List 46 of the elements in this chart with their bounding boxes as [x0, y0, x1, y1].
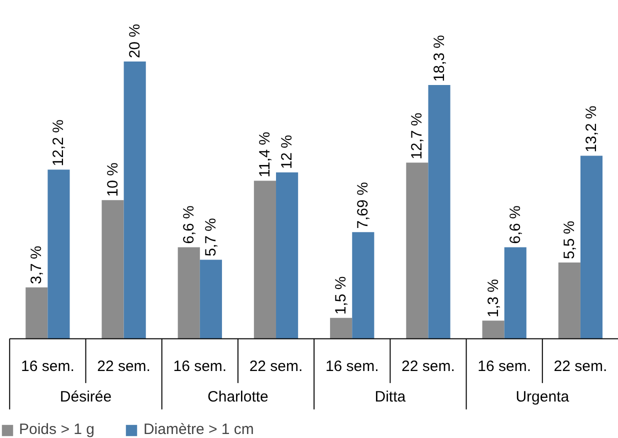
bar — [102, 200, 124, 339]
data-label: 11,4 % — [256, 132, 274, 178]
bar — [330, 318, 352, 339]
data-label: 5,5 % — [560, 220, 578, 260]
bar — [48, 170, 70, 339]
text: Désirée — [60, 388, 112, 406]
data-label: 3,7 % — [28, 246, 46, 284]
legend-label: Diamètre > 1 cm — [143, 421, 254, 438]
x-tick-label: 16 sem. — [173, 358, 227, 375]
x-tick-label: 22 sem. — [97, 358, 150, 375]
bar — [406, 162, 428, 339]
text: Urgenta — [516, 388, 570, 406]
x-tick-label: 16 sem. — [478, 358, 532, 375]
bar — [428, 85, 450, 339]
bar — [580, 156, 603, 339]
data-label: 10 % — [104, 162, 122, 197]
data-label: 1,3 % — [484, 279, 502, 318]
bar — [482, 320, 504, 339]
data-label: 12 % — [278, 134, 296, 170]
bar — [352, 232, 374, 339]
data-label: 20 % — [126, 24, 144, 58]
bar — [504, 247, 526, 339]
bar — [124, 61, 146, 339]
x-tick-label: 16 sem. — [21, 358, 74, 375]
data-label: 13,2 % — [582, 106, 600, 152]
data-label: 18,3 % — [430, 35, 448, 82]
data-label: 7,69 % — [354, 182, 372, 229]
x-tick-label: 22 sem. — [554, 358, 608, 375]
data-label: 12,2 % — [50, 120, 68, 166]
bar — [558, 262, 580, 339]
data-label: 6,6 % — [180, 206, 198, 244]
x-tick-label: 22 sem. — [249, 358, 303, 375]
data-label: 6,6 % — [506, 206, 524, 244]
legend-label: Poids > 1 g — [19, 421, 94, 438]
x-tick-label: 22 sem. — [402, 358, 455, 375]
text: Ditta — [374, 388, 406, 406]
text: Charlotte — [208, 388, 268, 406]
data-label: 5,7 % — [202, 218, 220, 256]
bar — [26, 287, 48, 339]
data-label: 12,7 % — [408, 112, 426, 160]
data-label: 1,5 % — [332, 276, 350, 315]
bar — [178, 247, 200, 339]
x-tick-label: 16 sem. — [325, 358, 379, 375]
bar — [254, 180, 276, 339]
bar — [276, 172, 298, 339]
bar — [200, 260, 222, 339]
